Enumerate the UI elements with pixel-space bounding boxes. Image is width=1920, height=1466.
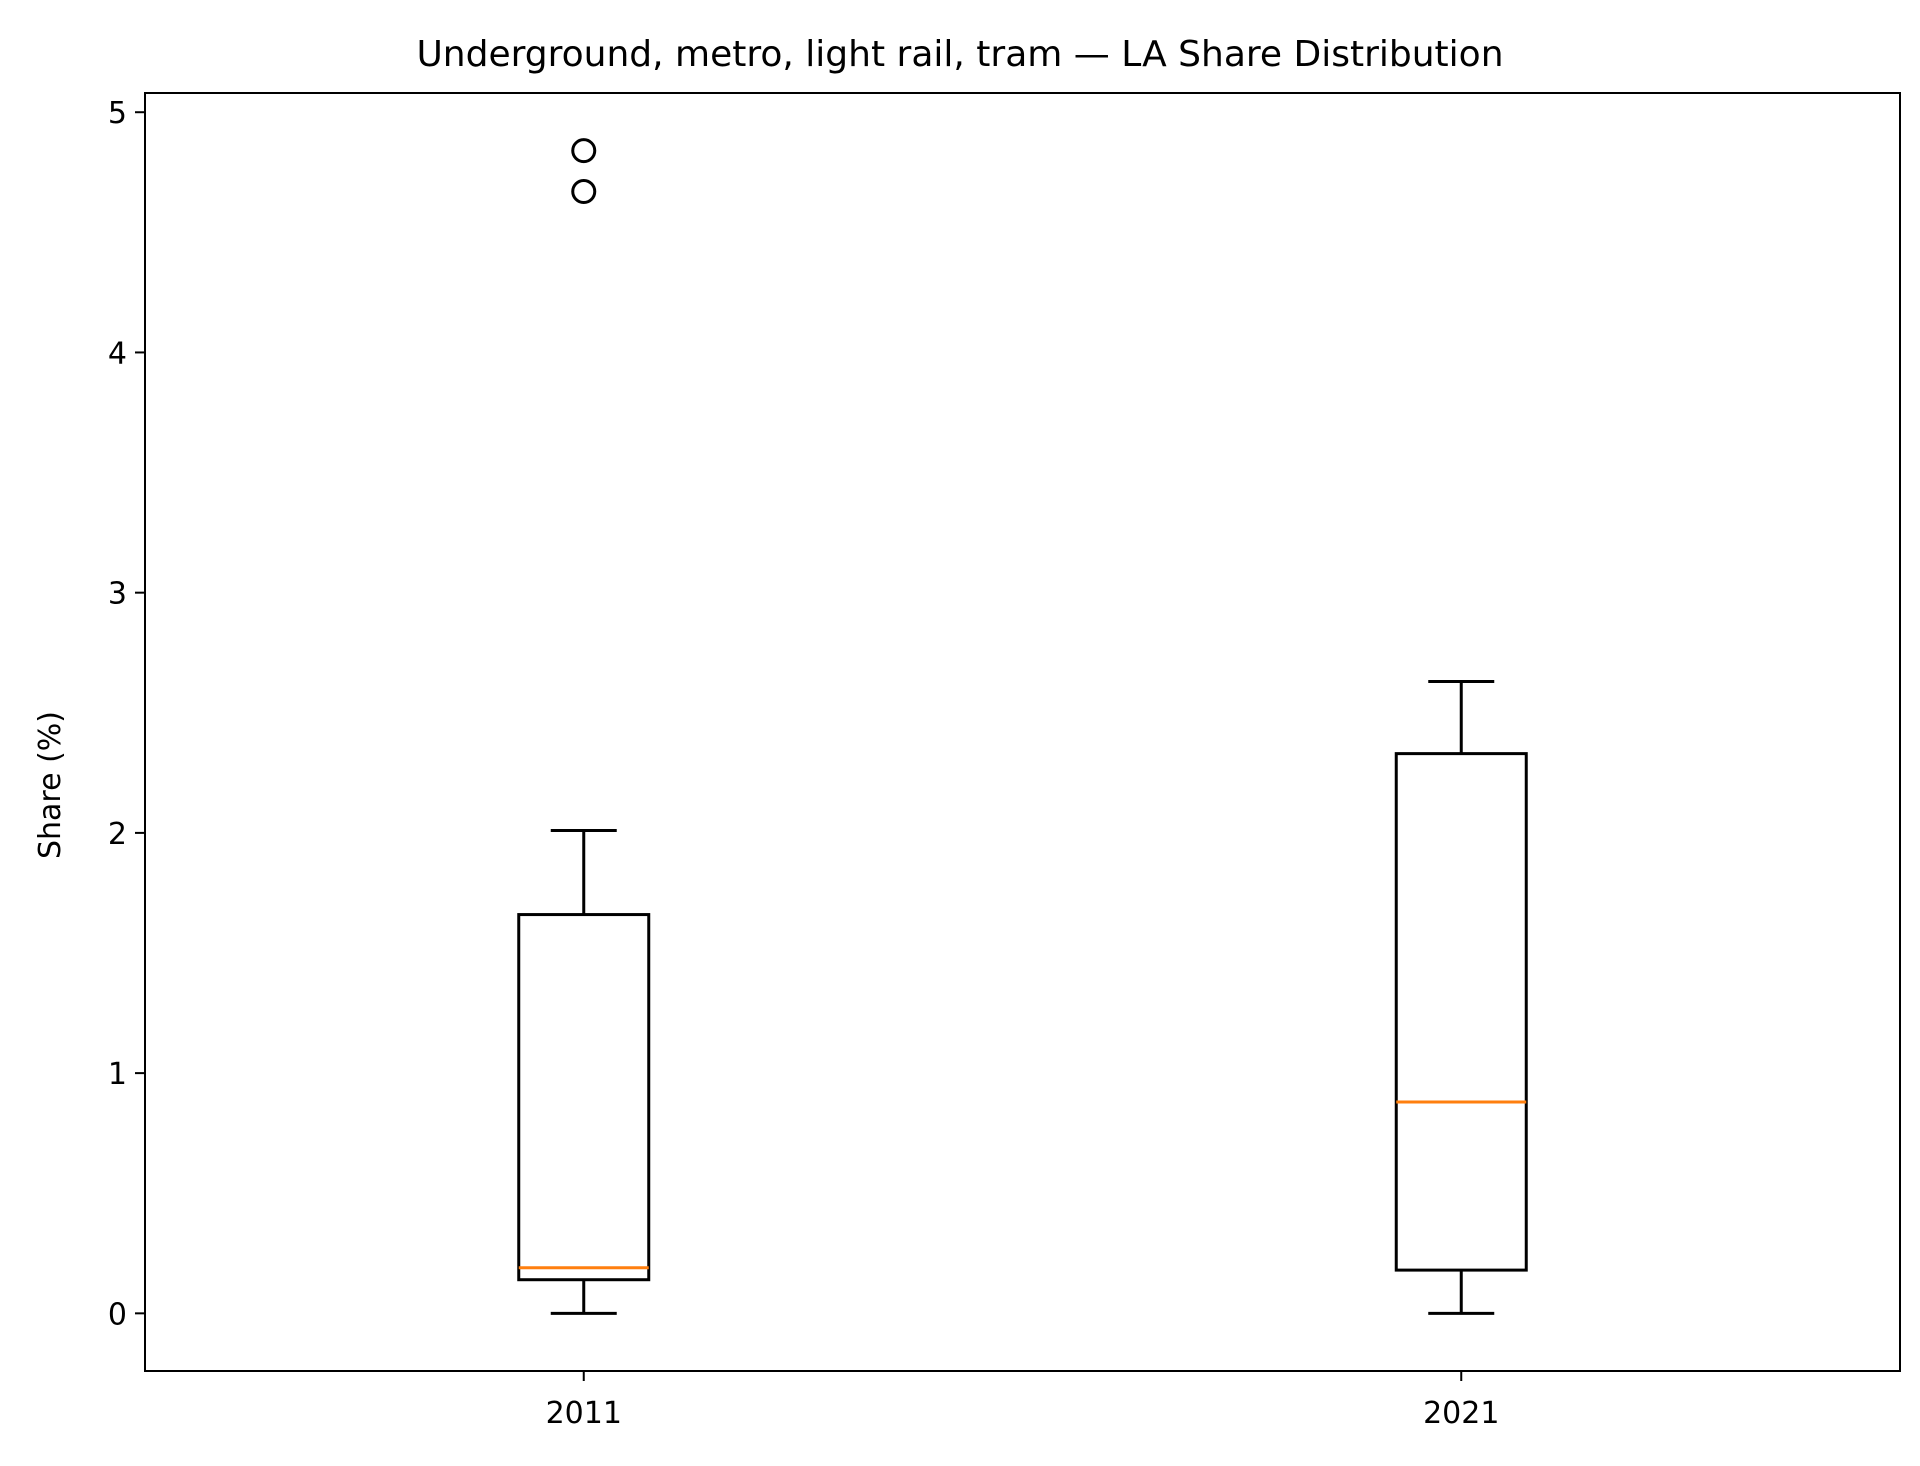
y-axis-label: Share (%) (33, 711, 68, 859)
outlier-point (571, 178, 597, 204)
box-group-2011 (517, 138, 651, 1315)
plot-area-frame (144, 92, 1901, 1372)
plot-marks (517, 138, 1528, 1315)
x-tick-label: 2021 (1423, 1396, 1499, 1431)
y-tick-label: 1 (108, 1057, 127, 1092)
chart-title: Underground, metro, light rail, tram — L… (416, 34, 1503, 75)
y-tick-label: 5 (108, 96, 127, 131)
y-axis-ticks: 0 1 2 3 4 5 (108, 96, 145, 1332)
y-tick-label: 0 (108, 1297, 127, 1332)
x-axis-ticks: 2011 2021 (546, 1371, 1499, 1431)
box-iqr (517, 913, 651, 1282)
box-iqr (1394, 752, 1528, 1272)
y-tick-label: 2 (108, 817, 127, 852)
y-tick-label: 4 (108, 336, 127, 371)
outlier-point (571, 138, 597, 164)
y-tick-label: 3 (108, 577, 127, 612)
x-tick-label: 2011 (546, 1396, 622, 1431)
box-group-2021 (1394, 680, 1528, 1315)
